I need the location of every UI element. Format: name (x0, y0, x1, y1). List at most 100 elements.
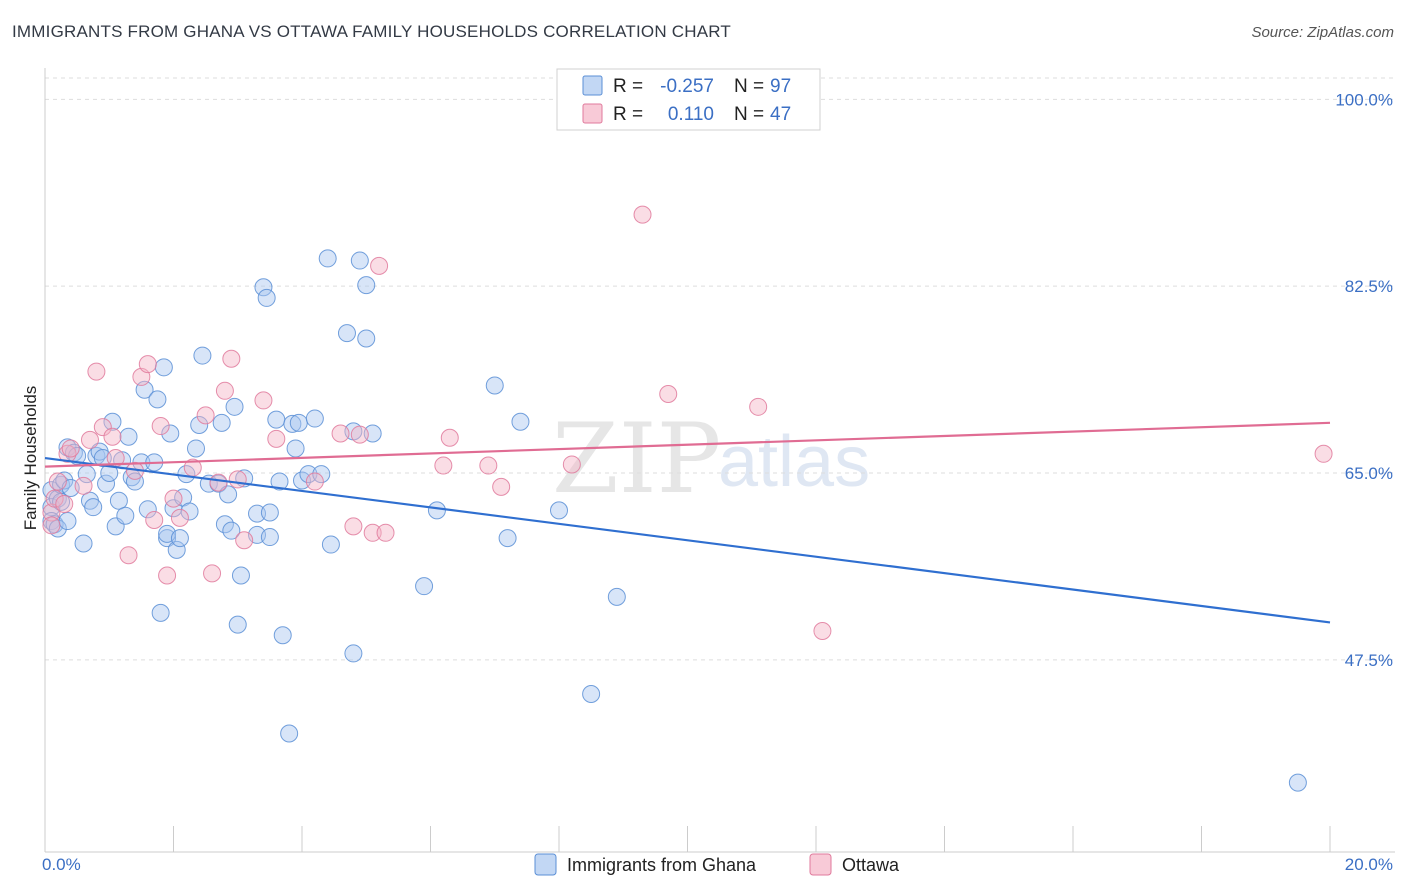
point-ottawa (440, 428, 459, 447)
point-ghana (167, 540, 186, 559)
point-ottawa (61, 439, 80, 458)
point-ghana (74, 534, 93, 553)
trend-lines (44, 421, 1331, 624)
point-ghana (219, 485, 238, 504)
point-ghana (350, 251, 369, 270)
point-ghana (305, 409, 324, 428)
point-ottawa (164, 489, 183, 508)
point-ottawa (196, 406, 215, 425)
point-ottawa (58, 444, 77, 463)
point-ottawa (235, 531, 254, 550)
point-ghana (116, 506, 135, 525)
point-ottawa (48, 472, 67, 491)
point-ghana (337, 324, 356, 343)
point-ottawa (363, 523, 382, 542)
series-ottawa (42, 205, 1333, 641)
bottom-legend-swatch-ghana (534, 853, 557, 876)
point-ghana (148, 390, 167, 409)
point-ghana (267, 410, 286, 429)
legend-r-value-ghana: -0.257 (660, 76, 714, 97)
point-ottawa (376, 523, 395, 542)
legend-n-label-ghana: N = (734, 76, 764, 97)
trend-line-ghana (44, 456, 1331, 624)
source-credit: Source: ZipAtlas.com (1251, 24, 1394, 41)
legend-n-value-ghana: 97 (770, 76, 791, 97)
point-ghana (215, 515, 234, 534)
point-ghana (607, 587, 626, 606)
point-ghana (344, 644, 363, 663)
axes: 100.0% 82.5% 65.0% 47.5% 0.0% 20.0% (42, 68, 1395, 874)
point-ottawa (215, 381, 234, 400)
correlation-legend: R = -0.257 N = 97 R = 0.110 N = 47 (556, 68, 821, 131)
point-ottawa (267, 429, 286, 448)
point-ghana (363, 424, 382, 443)
point-ottawa (93, 418, 112, 437)
point-ottawa (80, 430, 99, 449)
point-ghana (170, 529, 189, 548)
point-ghana (582, 684, 601, 703)
x-tick-label: 0.0% (42, 855, 81, 874)
point-ottawa (145, 510, 164, 529)
point-ottawa (45, 489, 64, 508)
point-ghana (97, 474, 116, 493)
point-ghana (228, 615, 247, 634)
point-ghana (260, 528, 279, 547)
point-ghana (103, 412, 122, 431)
x-tick-label: 20.0% (1345, 855, 1393, 874)
point-ghana (312, 465, 331, 484)
legend-r-label-ghana: R = (613, 76, 643, 97)
point-ottawa (228, 470, 247, 489)
point-ghana (231, 566, 250, 585)
point-ghana (273, 626, 292, 645)
point-ottawa (344, 517, 363, 536)
point-ottawa (170, 508, 189, 527)
point-ghana (299, 465, 318, 484)
point-ghana (222, 521, 241, 540)
point-ghana (151, 603, 170, 622)
bottom-legend-label-ottawa: Ottawa (842, 855, 900, 875)
point-ottawa (749, 397, 768, 416)
point-ghana (293, 471, 311, 490)
point-ghana (254, 278, 273, 297)
point-ottawa (158, 566, 177, 585)
point-ghana (138, 500, 157, 519)
point-ghana (289, 413, 308, 432)
chart-title: IMMIGRANTS FROM GHANA VS OTTAWA FAMILY H… (12, 22, 731, 41)
point-ghana (270, 472, 289, 491)
legend-swatch-ghana (582, 75, 603, 96)
point-ottawa (659, 385, 678, 404)
point-ottawa (55, 494, 74, 513)
point-ghana (485, 376, 504, 395)
legend-swatch-ottawa (582, 103, 603, 124)
point-ottawa (138, 355, 157, 374)
point-ghana (283, 414, 302, 433)
point-ottawa (331, 424, 350, 443)
point-ottawa (151, 417, 170, 436)
point-ghana (318, 249, 337, 268)
watermark-atlas: atlas (718, 422, 870, 502)
legend-r-value-ottawa: 0.110 (668, 104, 714, 125)
point-ghana (109, 491, 128, 510)
point-ghana (415, 577, 434, 596)
point-ottawa (350, 425, 369, 444)
y-tick-label: 82.5% (1345, 277, 1393, 296)
point-ghana (248, 504, 267, 523)
point-ghana (58, 512, 77, 531)
point-ghana (498, 529, 517, 548)
point-ghana (511, 412, 530, 431)
point-ghana (257, 288, 276, 307)
series-immigrants-from-ghana (42, 249, 1307, 792)
point-ghana (158, 529, 177, 548)
point-ottawa (222, 349, 241, 368)
trend-line-ottawa (44, 421, 1331, 468)
point-ottawa (434, 456, 453, 475)
point-ottawa (103, 427, 122, 446)
bottom-legend-label-ghana: Immigrants from Ghana (567, 855, 757, 875)
point-ottawa (42, 503, 61, 522)
bottom-legend-swatch-ottawa (809, 853, 832, 876)
y-axis-label: Family Households (21, 386, 40, 531)
point-ghana (357, 329, 376, 348)
point-ottawa (42, 516, 61, 535)
point-ghana (119, 427, 138, 446)
